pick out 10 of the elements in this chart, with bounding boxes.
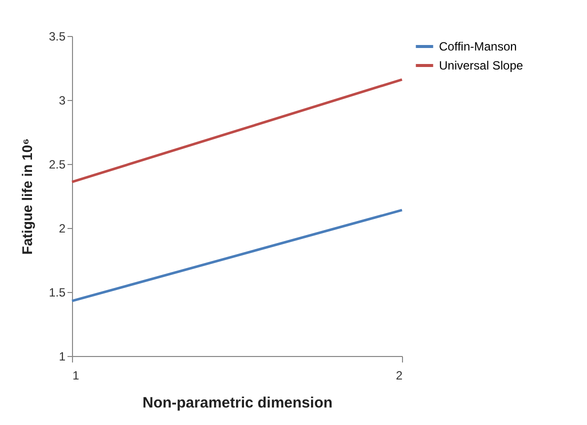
- y-tick-label: 1.5: [48, 286, 66, 300]
- y-tick-label: 2.5: [48, 158, 66, 172]
- x-axis-title: Non-parametric dimension: [142, 394, 333, 412]
- y-tick-label: 1: [58, 350, 66, 364]
- y-tick-label: 2: [58, 222, 66, 236]
- y-tick-label: 3.5: [48, 30, 66, 44]
- legend-label: Universal Slope: [439, 58, 524, 72]
- y-tick-label: 3: [58, 94, 66, 108]
- legend-label: Coffin-Manson: [439, 40, 517, 54]
- y-axis-title: Fatigue life in 10⁶: [18, 138, 35, 255]
